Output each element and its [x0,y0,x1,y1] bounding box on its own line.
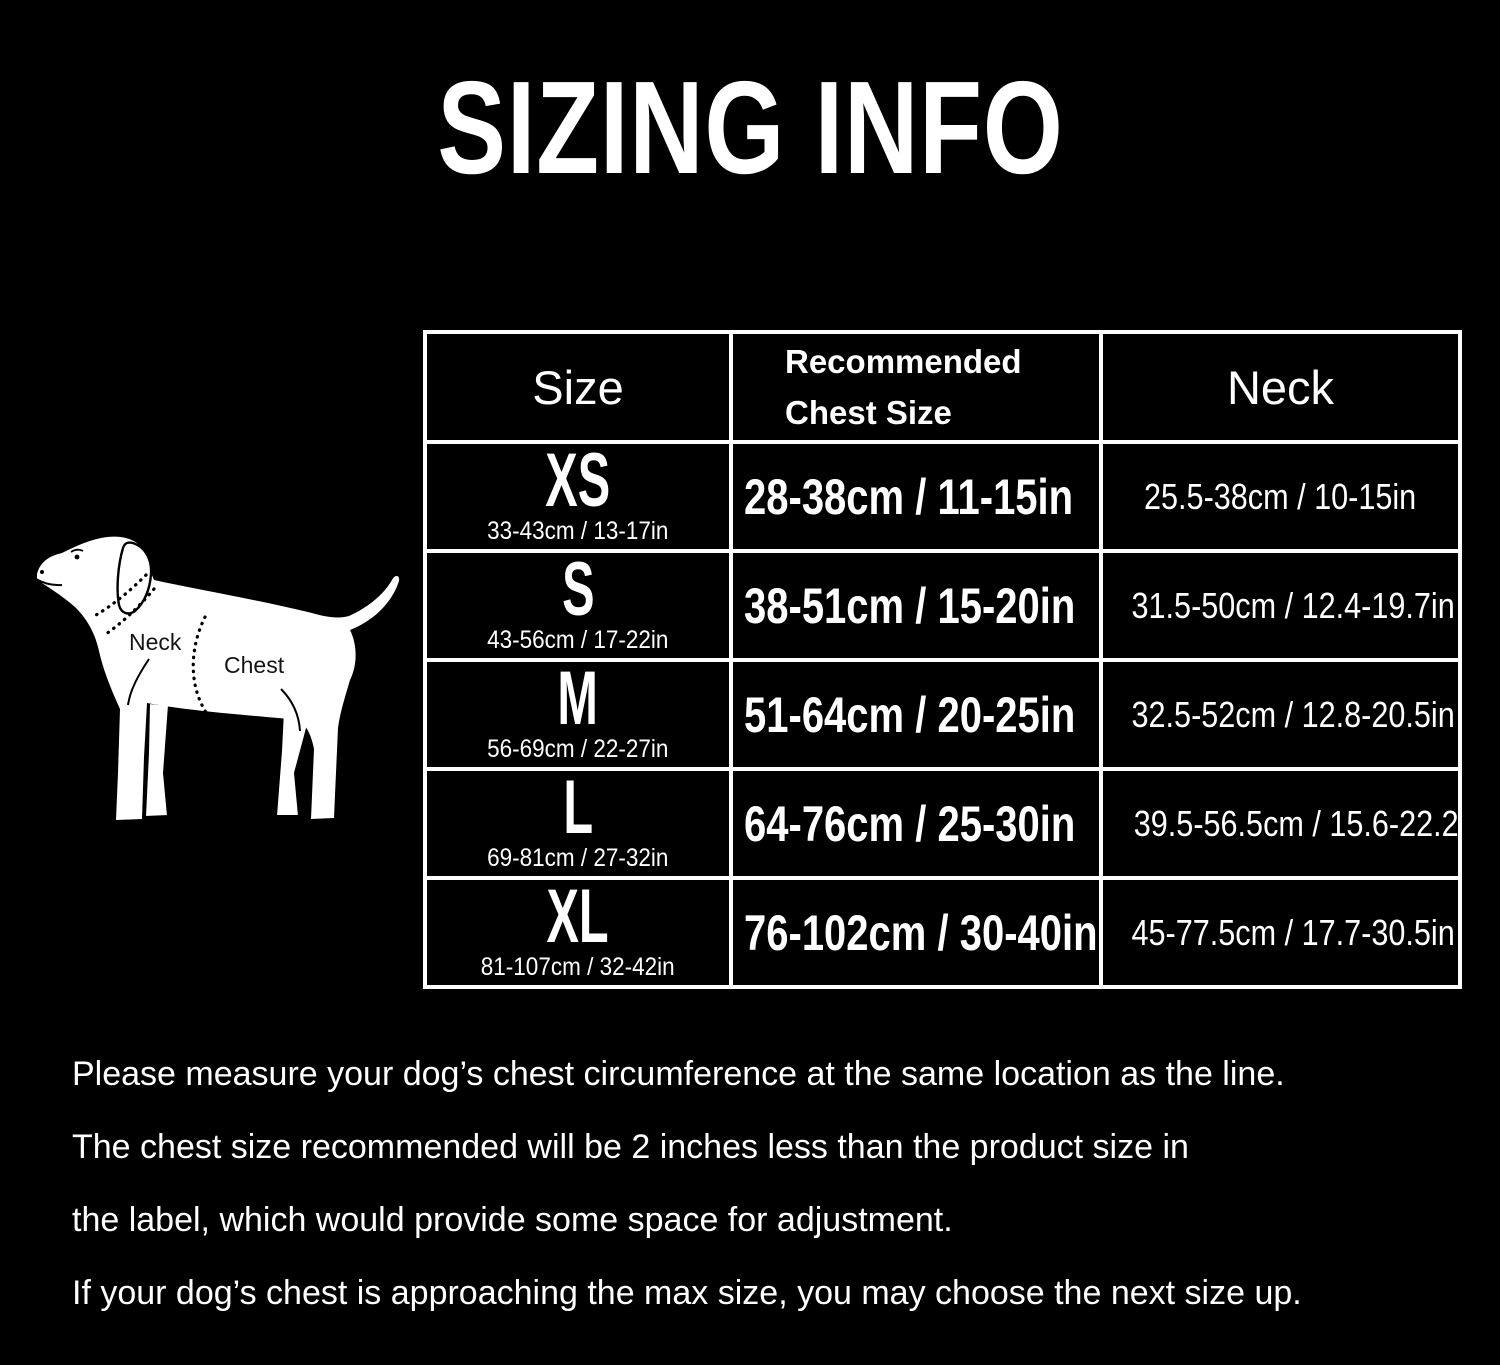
col-header-neck: Neck [1099,330,1462,444]
page-title-text: SIZING INFO [436,54,1064,201]
dog-mouth-line [35,578,63,587]
table-row: S 43-56cm / 17-22in 38-51cm / 15-20in 31… [423,549,1462,662]
chest-size-cell: 38-51cm / 15-20in [729,549,1103,662]
dog-brow-line [70,548,84,553]
neck-cell: 32.5-52cm / 12.8-20.5in [1099,658,1462,771]
neck-measure-line-inner [104,587,156,636]
chest-size-cell: 76-102cm / 30-40in [729,876,1103,989]
size-cell: S 43-56cm / 17-22in [423,549,733,662]
chest-size-value: 28-38cm / 11-15in [744,468,1074,525]
size-code: XL [546,878,610,960]
neck-value: 31.5-50cm / 12.4-19.7in [1131,584,1455,626]
note-line: the label, which would provide some spac… [72,1201,953,1239]
note-line: If your dog’s chest is approaching the m… [72,1274,1302,1312]
dog-nostril [40,570,44,574]
table-row: M 56-69cm / 22-27in 51-64cm / 20-25in 32… [423,658,1462,771]
chest-size-value: 51-64cm / 20-25in [744,686,1076,743]
neck-cell: 45-77.5cm / 17.7-30.5in [1099,876,1462,989]
size-cell: L 69-81cm / 27-32in [423,767,733,880]
size-code: L [563,769,593,851]
dog-measurement-diagram: Neck Chest [33,533,403,828]
neck-value: 39.5-56.5cm / 15.6-22.2in [1133,802,1460,844]
col-header-chest: Recommended Chest Size [729,330,1103,444]
table-row: XL 81-107cm / 32-42in 76-102cm / 30-40in… [423,876,1462,989]
table-header-row: Size Recommended Chest Size Neck [423,330,1462,444]
neck-cell: 25.5-38cm / 10-15in [1099,440,1462,553]
neck-measure-line [94,573,148,617]
note-line: Please measure your dog’s chest circumfe… [72,1055,1285,1093]
dog-shoulder-line [127,658,150,706]
neck-value: 45-77.5cm / 17.7-30.5in [1131,911,1455,953]
measurement-notes: Please measure your dog’s chest circumfe… [72,1038,1492,1330]
size-range: 69-81cm / 27-32in [487,844,669,873]
neck-cell: 31.5-50cm / 12.4-19.7in [1099,549,1462,662]
chest-size-value: 64-76cm / 25-30in [744,795,1076,852]
chest-label: Chest [224,652,285,678]
dog-body [37,536,400,820]
dog-hip-line [280,688,301,732]
neck-value: 32.5-52cm / 12.8-20.5in [1131,693,1455,735]
size-code: S [561,551,595,633]
size-range: 43-56cm / 17-22in [487,626,669,655]
chest-size-value: 38-51cm / 15-20in [744,577,1076,634]
neck-cell: 39.5-56.5cm / 15.6-22.2in [1099,767,1462,880]
size-cell: XS 33-43cm / 13-17in [423,440,733,553]
col-header-size: Size [423,330,733,444]
size-cell: XL 81-107cm / 32-42in [423,876,733,989]
neck-value: 25.5-38cm / 10-15in [1144,475,1417,517]
table-row: XS 33-43cm / 13-17in 28-38cm / 11-15in 2… [423,440,1462,553]
dog-eye [74,554,80,560]
chest-size-value: 76-102cm / 30-40in [744,904,1098,961]
dog-ear [116,541,153,615]
neck-label: Neck [129,629,182,655]
size-range: 56-69cm / 22-27in [487,735,669,764]
chest-size-cell: 64-76cm / 25-30in [729,767,1103,880]
table-row: L 69-81cm / 27-32in 64-76cm / 25-30in 39… [423,767,1462,880]
dog-far-front-leg [143,701,171,819]
page-title: SIZING INFO [0,62,1500,194]
sizing-table: Size Recommended Chest Size Neck XS 33-4… [423,330,1462,989]
size-range: 33-43cm / 13-17in [487,517,669,546]
note-line: The chest size recommended will be 2 inc… [72,1128,1189,1166]
size-code: M [557,660,599,742]
chest-size-cell: 51-64cm / 20-25in [729,658,1103,771]
dog-illustration: Neck Chest [35,536,400,820]
size-code: XS [545,442,611,524]
size-cell: M 56-69cm / 22-27in [423,658,733,771]
size-range: 81-107cm / 32-42in [481,953,675,982]
dog-far-rear-leg [274,709,312,817]
chest-size-cell: 28-38cm / 11-15in [729,440,1103,553]
